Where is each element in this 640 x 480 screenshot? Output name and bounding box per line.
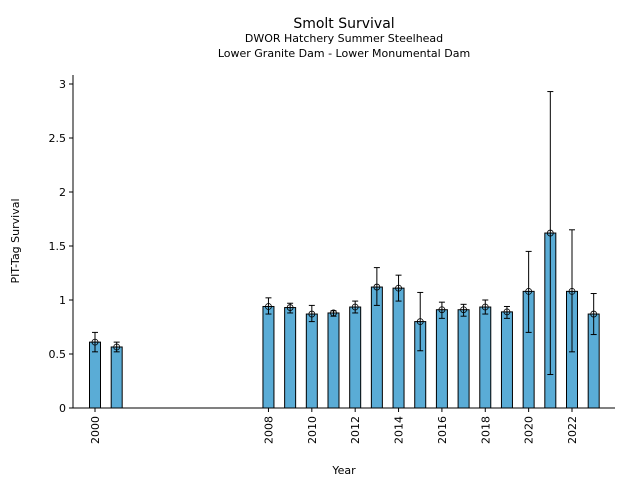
y-tick-label: 1 (59, 294, 66, 307)
y-tick-label: 0 (59, 402, 66, 415)
x-tick-label: 2014 (393, 416, 406, 444)
bar-2011 (327, 312, 340, 409)
y-tick-label: 0.5 (49, 348, 67, 361)
x-tick-label: 2022 (566, 416, 579, 444)
x-axis-label: Year (331, 464, 356, 477)
x-tick-label: 2020 (523, 416, 536, 444)
bar-2019 (500, 311, 513, 409)
y-tick-label: 1.5 (49, 240, 67, 253)
x-tick-label: 2016 (436, 416, 449, 444)
x-tick-label: 2008 (262, 416, 275, 444)
y-tick-label: 2 (59, 186, 66, 199)
x-tick-label: 2012 (349, 416, 362, 444)
y-axis-label: PIT-Tag Survival (9, 198, 22, 283)
chart-subtitle-1: DWOR Hatchery Summer Steelhead (245, 32, 443, 45)
bar-2010 (305, 313, 318, 409)
bar-2014 (392, 287, 405, 409)
y-tick-label: 2.5 (49, 132, 67, 145)
x-tick-label: 2018 (479, 416, 492, 444)
bar-2012 (349, 306, 362, 409)
x-tick-label: 2000 (89, 416, 102, 444)
chart-title: Smolt Survival (293, 16, 394, 32)
bar-2009 (284, 307, 297, 409)
x-tick-label: 2010 (306, 416, 319, 444)
bar-2008 (262, 305, 275, 409)
bar-2001 (110, 346, 123, 409)
bar-2016 (435, 309, 448, 409)
chart-subtitle-2: Lower Granite Dam - Lower Monumental Dam (218, 47, 470, 60)
bar-2018 (479, 306, 492, 409)
bar-2017 (457, 309, 470, 409)
y-tick-label: 3 (59, 78, 66, 91)
